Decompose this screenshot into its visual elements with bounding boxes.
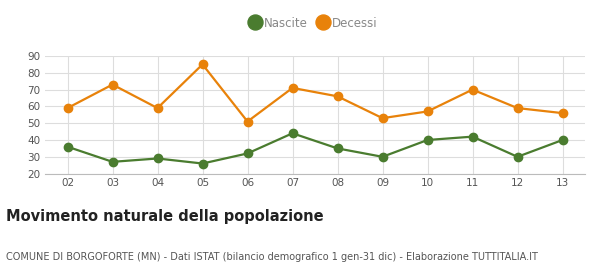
Legend: Nascite, Decessi: Nascite, Decessi	[248, 13, 382, 35]
Text: COMUNE DI BORGOFORTE (MN) - Dati ISTAT (bilancio demografico 1 gen-31 dic) - Ela: COMUNE DI BORGOFORTE (MN) - Dati ISTAT (…	[6, 252, 538, 262]
Text: Movimento naturale della popolazione: Movimento naturale della popolazione	[6, 209, 323, 224]
